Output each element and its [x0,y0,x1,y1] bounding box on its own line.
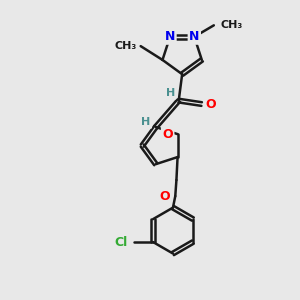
Text: O: O [205,98,216,111]
Text: Cl: Cl [115,236,128,249]
Text: N: N [189,30,200,43]
Text: O: O [162,128,173,141]
Text: CH₃: CH₃ [115,41,137,51]
Text: H: H [142,117,151,128]
Text: CH₃: CH₃ [221,20,243,30]
Text: N: N [165,30,175,43]
Text: O: O [159,190,169,202]
Text: H: H [166,88,175,98]
